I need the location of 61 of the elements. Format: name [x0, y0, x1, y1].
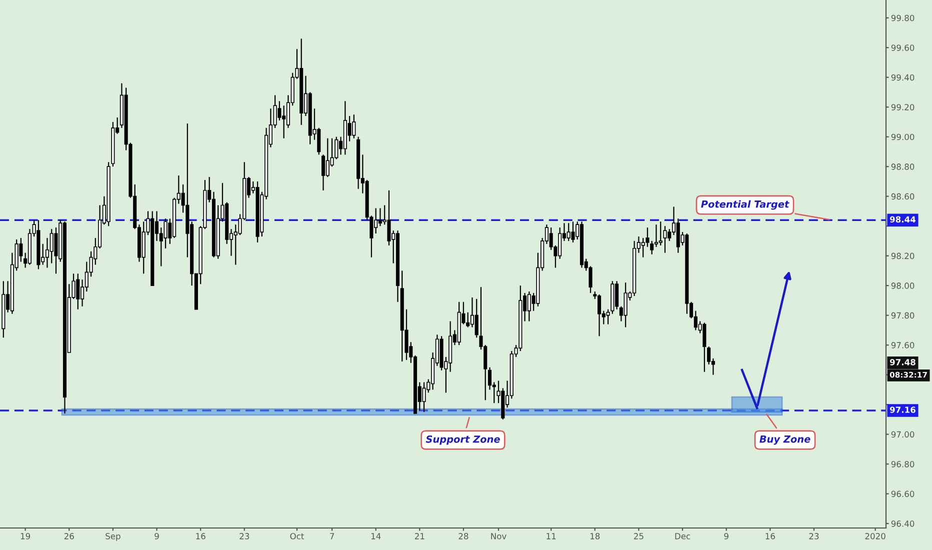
y-tick-label: 97.60	[891, 342, 914, 348]
x-tick-label: 2020	[865, 533, 886, 540]
x-tick-label: 9	[724, 533, 728, 540]
annotation: 97.48	[890, 359, 916, 366]
x-tick-label: Nov	[491, 533, 506, 540]
x-tick-label: 14	[371, 533, 381, 540]
candlestick	[387, 190, 391, 246]
candlestick	[624, 282, 628, 328]
x-tick-label: 23	[809, 533, 819, 540]
annotation: Potential Target	[701, 200, 790, 210]
y-tick-label: 96.60	[891, 490, 914, 498]
y-tick-label: 99.00	[891, 134, 914, 140]
candlestick	[658, 221, 662, 246]
candlestick	[606, 308, 610, 325]
x-tick-label: Dec	[675, 533, 690, 540]
y-tick-label: 98.80	[891, 164, 914, 170]
candlestick	[588, 266, 592, 294]
x-tick-label: 18	[590, 533, 600, 540]
x-tick-label: 25	[634, 533, 644, 540]
candlestick	[422, 382, 426, 413]
candlestick	[278, 100, 282, 122]
candlestick	[650, 240, 654, 255]
x-tick-label: 28	[458, 533, 468, 540]
candlestick	[488, 366, 492, 390]
y-tick-label: 97.80	[891, 312, 914, 319]
x-tick-label: 11	[546, 533, 556, 540]
candlestick	[474, 298, 478, 338]
y-tick-label: 96.80	[891, 461, 914, 468]
x-tick-label: Sep	[106, 533, 120, 541]
candlestick	[702, 322, 706, 372]
candlestick	[571, 221, 575, 243]
x-tick-label: 26	[64, 533, 74, 540]
candlestick	[45, 237, 50, 268]
candlestick	[164, 218, 168, 249]
band-label: Buy Zone	[760, 436, 810, 445]
y-tick-label: 96.40	[891, 520, 914, 527]
ref-line-label: 97.16	[890, 406, 916, 413]
x-tick-label: 16	[196, 533, 206, 540]
y-tick-label: 98.60	[891, 193, 914, 200]
y-tick-label: 97.00	[891, 431, 914, 438]
candlestick	[321, 154, 326, 191]
band-label: Support Zone	[426, 435, 500, 445]
candlestick	[352, 114, 356, 139]
y-tick-label: 99.80	[891, 14, 914, 22]
y-tick-label: 98.20	[891, 252, 914, 260]
y-tick-label: 98.00	[891, 282, 914, 289]
x-tick-label: 21	[414, 533, 424, 540]
candlestick	[707, 346, 711, 365]
x-tick-label: 9	[154, 533, 159, 540]
x-tick-label: 7	[330, 533, 334, 540]
candlestick	[663, 226, 667, 254]
x-tick-label: 19	[20, 533, 30, 540]
ref-line-label: 98.44	[890, 216, 916, 223]
candlestick	[654, 224, 658, 248]
x-tick-label: 23	[240, 533, 250, 540]
candlestick	[646, 227, 650, 248]
x-tick-label: Oct	[290, 533, 304, 540]
x-tick-label: 16	[766, 533, 775, 540]
y-tick-label: 99.40	[891, 74, 914, 81]
y-tick-label: 99.20	[891, 104, 914, 110]
y-tick-label: 99.60	[891, 44, 914, 51]
